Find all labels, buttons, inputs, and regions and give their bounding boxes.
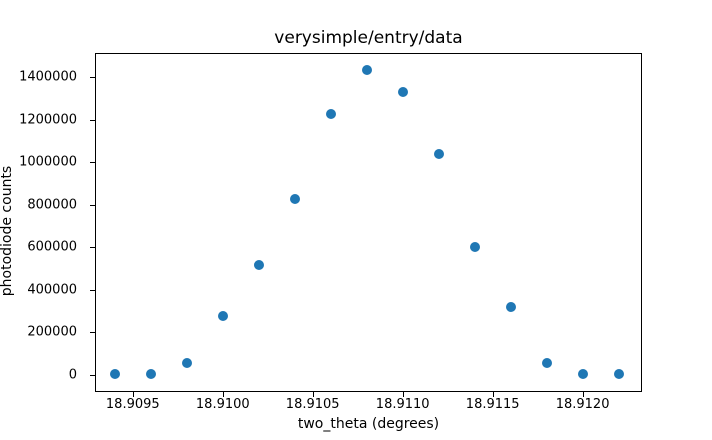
y-tick-label: 600000 [27,239,77,255]
y-axis-label: photodiode counts [0,165,15,297]
scatter-point [541,357,552,368]
x-tick-mark [582,392,584,397]
x-tick-mark [402,392,404,397]
scatter-point [397,86,408,97]
y-tick-label: 200000 [27,324,77,340]
y-tick-label: 800000 [27,197,77,212]
x-tick-mark [132,392,134,397]
x-tick-mark [312,392,314,397]
x-tick-mark [222,392,224,397]
y-tick-mark [90,289,95,291]
y-tick-label: 400000 [27,282,77,298]
scatter-point [181,358,192,369]
scatter-point [109,369,120,380]
chart-title: verysimple/entry/data [274,28,463,48]
scatter-point [505,302,516,313]
scatter-point [469,242,480,253]
x-tick-label: 18.9100 [195,397,250,412]
y-tick-label: 1400000 [19,69,77,85]
y-tick-mark [90,204,95,206]
scatter-point [289,193,300,204]
plot-area [95,53,642,392]
x-tick-label: 18.9120 [555,397,610,412]
y-tick-label: 1200000 [19,112,77,127]
scatter-point [217,311,228,322]
x-tick-label: 18.9115 [465,397,520,412]
y-tick-mark [90,119,95,121]
scatter-point [325,108,336,119]
y-tick-mark [90,162,95,163]
scatter-point [613,369,624,380]
y-tick-mark [90,374,95,376]
y-tick-mark [90,332,95,334]
scatter-point [577,369,588,380]
x-tick-label: 18.9105 [285,397,340,412]
y-tick-mark [90,77,95,78]
x-tick-label: 18.9095 [105,397,160,412]
scatter-point [253,260,264,270]
y-tick-label: 1000000 [19,154,77,170]
scatter-point [433,149,444,160]
scatter-point [361,64,372,75]
x-axis-label: two_theta (degrees) [297,416,440,432]
y-tick-label: 0 [68,367,77,383]
x-tick-label: 18.9110 [375,397,430,412]
scatter-point [145,368,156,379]
x-tick-mark [492,392,494,397]
y-tick-mark [90,247,95,248]
